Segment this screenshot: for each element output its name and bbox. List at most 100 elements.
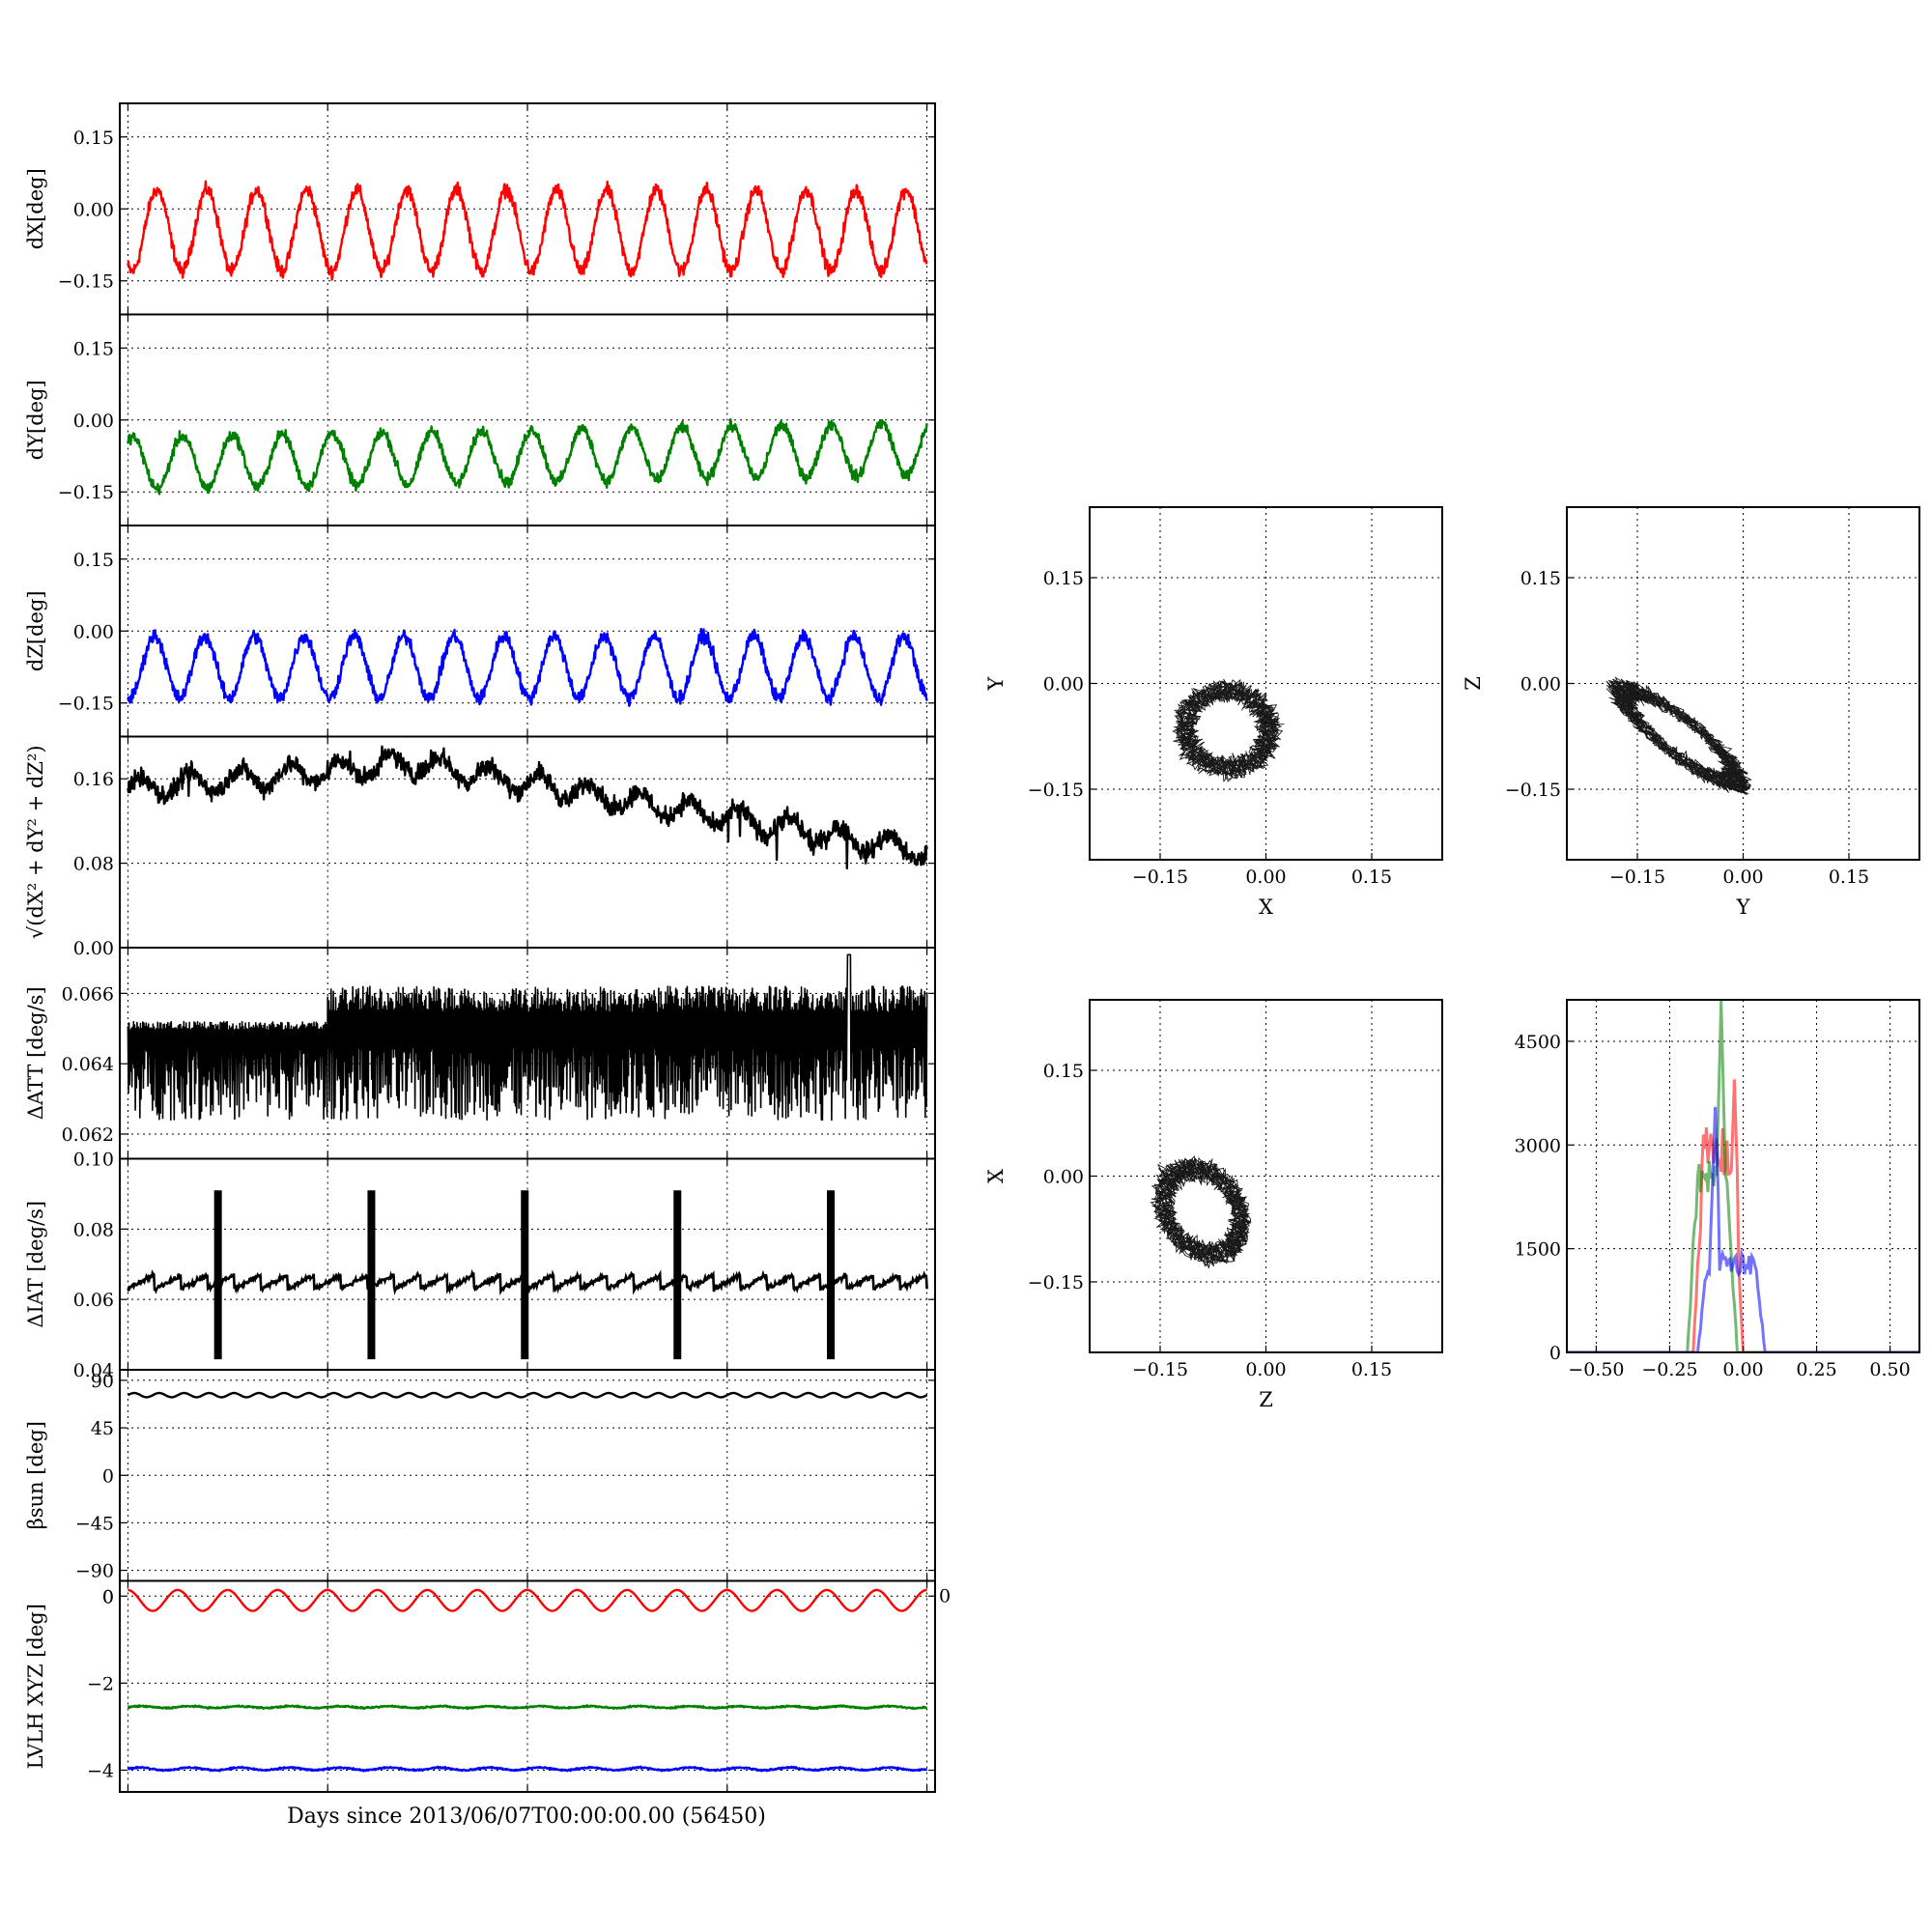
y-tick-label: 0: [1549, 1343, 1561, 1364]
y-axis-label: Y: [984, 675, 1008, 691]
y-axis-label: dZ[deg]: [24, 590, 47, 671]
y-axis-label: dY[deg]: [24, 380, 47, 460]
series-line-lvlh-1: [127, 1704, 928, 1711]
shared-x-axis-label: Days since 2013/06/07T00:00:00.00 (56450…: [287, 1804, 766, 1829]
histogram-series-2: [1567, 1106, 1919, 1352]
x-axis-label: X: [1259, 895, 1273, 919]
panel-dIAT: 0.10 0.08 0.06 0.04 ΔIAT [deg/s]: [24, 1150, 936, 1381]
y-tick-label: −0.15: [58, 482, 114, 503]
panel-dR: 0.16 0.08 0.00 √(dX² + dY² + dZ²): [24, 735, 936, 959]
panel-frame: [119, 1579, 936, 1793]
y-tick-label: 0.08: [73, 1219, 114, 1240]
y-tick-label: −0.15: [58, 271, 114, 293]
panel-dX: 0.15 0.00 −0.15 dX[deg]: [24, 102, 936, 316]
y-tick-label: 0.06: [73, 1290, 114, 1311]
panel-scatter_zx: −0.15 −0.15 0.00 0.00 0.15 0.15 Z X: [984, 999, 1443, 1411]
panel-frame: [1089, 999, 1443, 1353]
x-axis-label: Z: [1259, 1388, 1273, 1411]
spike-burst: [367, 1190, 376, 1360]
y-axis-label: X: [984, 1169, 1008, 1183]
series-line-dY: [127, 418, 928, 496]
y-tick-label: 0.15: [1520, 568, 1561, 589]
y-tick-label: 0: [102, 1586, 114, 1607]
panel-dZ: 0.15 0.00 −0.15 dZ[deg]: [24, 525, 936, 738]
trajectory-trace: [1150, 1155, 1252, 1269]
panel-frame: [1566, 999, 1920, 1353]
y-tick-label: 0.15: [1043, 1061, 1084, 1082]
x-tick-label: 0.00: [1722, 1359, 1763, 1380]
trajectory-trace: [1172, 678, 1285, 782]
panel-scatter_yz: −0.15 −0.15 0.00 0.00 0.15 0.15 Y Z: [1462, 506, 1920, 919]
panel-dY: 0.15 0.00 −0.15 dY[deg]: [24, 313, 936, 526]
x-tick-label: 0.00: [1722, 867, 1763, 888]
y-tick-label: 0: [102, 1465, 114, 1487]
y-axis-label: LVLH XYZ [deg]: [24, 1604, 47, 1769]
y-tick-label: 4500: [1515, 1032, 1561, 1053]
y-tick-label: 45: [91, 1418, 114, 1439]
y-tick-label: 0.00: [1043, 674, 1084, 696]
y-axis-label: ΔATT [deg/s]: [24, 986, 47, 1120]
x-tick-label: −0.15: [1609, 867, 1665, 888]
series-line-beta: [127, 1391, 928, 1399]
y-tick-label: 0.00: [73, 938, 114, 959]
panel-dATT: 0.066 0.064 0.062 ΔATT [deg/s]: [24, 947, 936, 1160]
y-tick-label: 0.10: [73, 1150, 114, 1171]
y-tick-label: −90: [75, 1561, 114, 1582]
y-tick-label: 0.066: [62, 983, 114, 1005]
series-line-lvlh-0: [127, 1588, 928, 1612]
y-tick-label: −0.15: [1505, 780, 1561, 801]
y-tick-label: 0.16: [73, 769, 114, 790]
y-tick-label: −0.15: [58, 694, 114, 715]
panel-scatter_xy: −0.15 −0.15 0.00 0.00 0.15 0.15 X Y: [984, 506, 1443, 919]
panel-frame: [1566, 506, 1920, 861]
series-line-lvlh-2: [127, 1765, 928, 1773]
y-tick-label: 0: [939, 1586, 951, 1607]
x-tick-label: 0.15: [1351, 1359, 1392, 1380]
x-tick-label: 0.25: [1796, 1359, 1836, 1380]
y-tick-label: 0.15: [73, 338, 114, 359]
correlation-plots: −0.15 −0.15 0.00 0.00 0.15 0.15 X Y −0.15 −0.15 0.…: [984, 506, 1920, 1411]
y-tick-label: 0.15: [1043, 568, 1084, 589]
x-tick-label: 0.00: [1245, 867, 1286, 888]
x-axis-label: Y: [1736, 895, 1751, 919]
panel-frame: [1089, 506, 1443, 861]
y-tick-label: −4: [87, 1760, 114, 1781]
y-tick-label: 90: [91, 1371, 114, 1392]
panel-beta: 90 45 0 −45 −90 βsun [deg]: [24, 1369, 936, 1582]
y-axis-label: √(dX² + dY² + dZ²): [24, 745, 47, 939]
y-tick-label: −45: [75, 1513, 114, 1534]
series-line-dZ: [127, 627, 928, 707]
y-tick-label: −0.15: [1028, 1272, 1084, 1293]
time-series-stack: 0.15 0.00 −0.15 dX[deg] 0.15 0.00 −0.15 dY[deg]…: [24, 102, 951, 1793]
y-tick-label: 0.08: [73, 854, 114, 875]
y-axis-label: ΔIAT [deg/s]: [24, 1201, 47, 1328]
y-tick-label: −0.15: [1028, 780, 1084, 801]
y-tick-label: 0.00: [73, 199, 114, 220]
y-tick-label: 0: [102, 1587, 114, 1608]
y-axis-label: dX[deg]: [24, 168, 47, 249]
series-line-dR: [127, 745, 928, 870]
y-tick-label: 0.064: [62, 1054, 114, 1075]
x-tick-label: −0.50: [1568, 1359, 1624, 1380]
x-tick-label: −0.15: [1132, 867, 1188, 888]
series-line-dX: [127, 180, 928, 281]
y-tick-label: 0.04: [73, 1360, 114, 1381]
y-axis-label: βsun [deg]: [24, 1421, 47, 1529]
y-tick-label: 1500: [1515, 1239, 1561, 1261]
y-tick-label: −2: [87, 1673, 114, 1694]
trajectory-trace: [1605, 675, 1752, 796]
x-tick-label: 0.15: [1351, 867, 1392, 888]
y-tick-label: 0.062: [62, 1124, 114, 1146]
y-tick-label: 0.00: [73, 411, 114, 432]
y-tick-label: 0.15: [73, 128, 114, 149]
y-tick-label: 0.00: [1043, 1167, 1084, 1188]
x-tick-label: 0.15: [1829, 867, 1869, 888]
y-tick-label: 0.00: [1520, 674, 1561, 696]
x-tick-label: 0.50: [1869, 1359, 1910, 1380]
y-axis-label: Z: [1462, 676, 1485, 691]
spike-burst: [213, 1190, 222, 1360]
x-tick-label: −0.15: [1132, 1359, 1188, 1380]
series-line-dATT: [127, 953, 928, 1122]
